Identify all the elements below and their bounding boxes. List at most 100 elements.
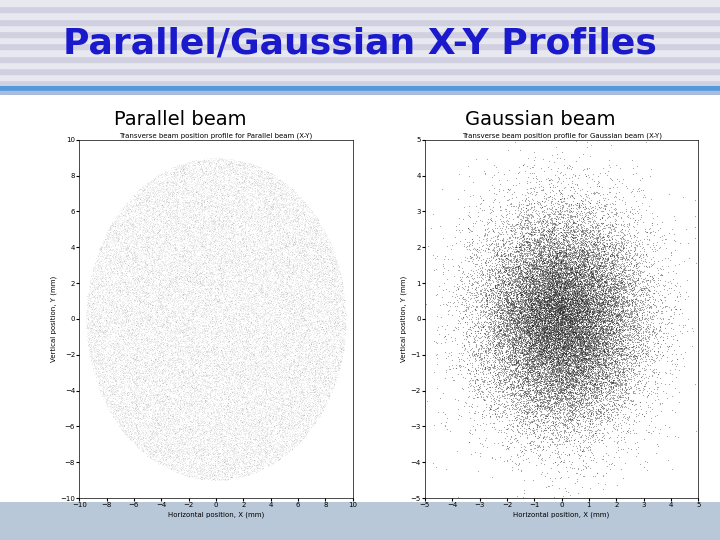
Point — [225, 473, 237, 482]
Point — [269, 416, 281, 424]
Point — [623, 420, 634, 428]
Point — [600, 193, 611, 202]
Point — [555, 303, 567, 312]
Point — [299, 422, 310, 430]
Point — [611, 360, 622, 368]
Point — [554, 319, 566, 327]
Point — [555, 353, 567, 362]
Point — [586, 221, 598, 230]
Point — [322, 371, 333, 380]
Point — [149, 413, 161, 421]
Point — [215, 417, 226, 426]
Point — [289, 258, 300, 267]
Point — [233, 351, 244, 360]
Point — [112, 418, 123, 427]
Point — [552, 461, 563, 469]
Point — [507, 380, 518, 389]
Point — [592, 307, 603, 316]
Point — [163, 335, 175, 344]
Point — [135, 185, 146, 193]
Point — [213, 325, 225, 334]
Point — [292, 264, 303, 273]
Point — [282, 372, 293, 381]
Point — [624, 327, 636, 336]
Point — [293, 239, 305, 248]
Point — [545, 360, 557, 368]
Point — [294, 342, 306, 350]
Point — [491, 252, 503, 260]
Point — [154, 436, 166, 445]
Point — [148, 268, 160, 276]
Point — [152, 336, 163, 345]
Point — [183, 401, 194, 409]
Point — [300, 292, 311, 301]
Point — [319, 316, 330, 325]
Point — [128, 428, 140, 436]
Point — [225, 255, 236, 264]
Point — [168, 423, 180, 431]
Point — [216, 246, 228, 255]
Point — [125, 361, 136, 370]
Point — [298, 332, 310, 340]
Point — [601, 308, 613, 316]
Point — [547, 314, 559, 322]
Point — [293, 222, 305, 231]
Point — [303, 207, 315, 215]
Point — [516, 347, 527, 355]
Point — [127, 431, 138, 440]
Point — [546, 310, 558, 319]
Point — [177, 205, 189, 213]
Point — [479, 288, 490, 296]
Point — [270, 397, 282, 406]
Point — [587, 346, 598, 354]
Point — [621, 350, 633, 359]
Point — [481, 231, 492, 239]
Point — [279, 413, 290, 422]
Point — [243, 284, 255, 293]
Point — [251, 180, 262, 188]
Point — [505, 389, 517, 397]
Point — [249, 254, 261, 263]
Point — [171, 269, 183, 278]
Point — [213, 254, 225, 263]
Point — [189, 226, 201, 234]
Point — [523, 373, 534, 381]
Point — [171, 398, 182, 407]
Point — [149, 377, 161, 386]
Point — [482, 272, 493, 280]
Point — [321, 319, 333, 327]
Point — [521, 212, 532, 221]
Point — [142, 360, 153, 369]
Point — [220, 204, 231, 212]
Point — [557, 360, 569, 369]
Point — [464, 350, 475, 359]
Point — [289, 398, 301, 407]
Point — [248, 242, 259, 251]
Point — [225, 233, 237, 241]
Point — [284, 231, 296, 240]
Point — [163, 187, 175, 195]
Point — [549, 409, 561, 418]
Point — [507, 333, 518, 341]
Point — [571, 362, 582, 370]
Point — [202, 329, 214, 338]
Point — [539, 339, 551, 348]
Point — [122, 205, 134, 213]
Point — [595, 302, 607, 310]
Point — [255, 335, 266, 343]
Point — [544, 238, 555, 247]
Point — [568, 292, 580, 301]
Point — [156, 379, 168, 387]
Point — [160, 181, 171, 190]
Point — [613, 231, 624, 239]
Point — [164, 243, 176, 252]
Point — [573, 290, 585, 299]
Point — [236, 302, 248, 310]
Point — [597, 429, 608, 438]
Point — [114, 267, 125, 275]
Point — [235, 379, 247, 388]
Point — [199, 305, 210, 314]
Point — [570, 313, 582, 321]
Point — [143, 179, 155, 187]
Point — [234, 302, 246, 311]
